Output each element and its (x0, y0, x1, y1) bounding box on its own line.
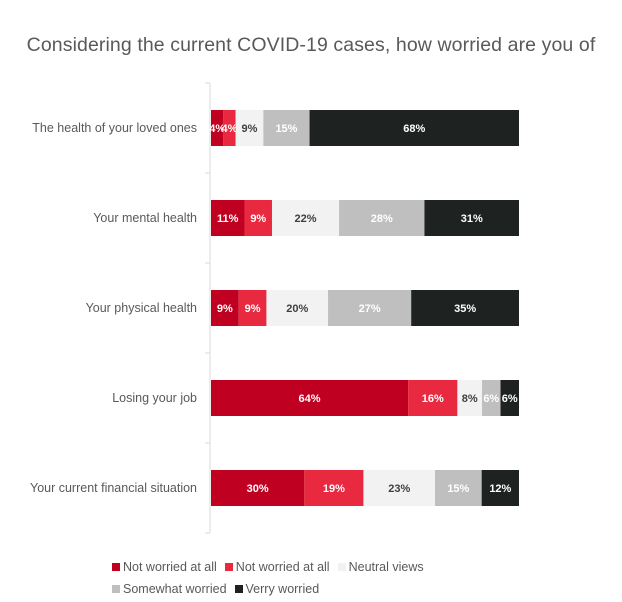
data-label: 6% (483, 393, 499, 405)
legend-label: Verry worried (245, 582, 320, 596)
legend: Not worried at all Not worried at all Neut… (112, 556, 512, 600)
legend-swatch (112, 563, 120, 571)
data-label: 9% (245, 303, 261, 315)
data-label: 23% (388, 483, 410, 495)
data-label: 35% (454, 303, 476, 315)
legend-swatch (234, 585, 243, 593)
bar-segment (238, 290, 267, 326)
data-label: 9% (217, 303, 233, 315)
data-label: 64% (299, 393, 321, 405)
data-label: 9% (250, 213, 266, 225)
data-label: 68% (403, 123, 425, 135)
legend-item: Not worried at all (224, 556, 330, 578)
bar-segment (482, 380, 501, 416)
bar-segment (211, 380, 409, 416)
bar-segment (263, 110, 310, 146)
data-label: 11% (217, 213, 239, 225)
legend-item: Verry worried (234, 578, 320, 600)
legend-label: Somewhat worried (123, 582, 227, 596)
bar-segment (411, 290, 519, 326)
bar-segment (223, 110, 236, 146)
data-label: 19% (323, 483, 345, 495)
bar-segment (266, 290, 329, 326)
data-label: 4% (222, 123, 238, 135)
bar-segment (211, 470, 305, 506)
data-label: 22% (295, 213, 317, 225)
legend-label: Not worried at all (123, 560, 217, 574)
data-label: 12% (489, 483, 511, 495)
legend-swatch (224, 563, 233, 571)
bar-segment (457, 380, 483, 416)
bar-segment (339, 200, 425, 236)
data-label: 15% (275, 123, 297, 135)
data-label: 4% (209, 123, 225, 135)
legend-item: Not worried at all (112, 556, 217, 578)
legend-item: Neutral views (337, 556, 424, 578)
category-label: Your mental health (93, 211, 197, 225)
bar-segment (424, 200, 519, 236)
chart-title: Considering the current COVID-19 cases, … (26, 34, 596, 56)
data-label: 8% (462, 393, 478, 405)
bar-segment (500, 380, 519, 416)
bar-segment (211, 200, 245, 236)
stacked-bar-chart: The health of your loved ones 4%4% 9% 15% 68… (30, 82, 519, 534)
legend-item: Somewhat worried (112, 578, 227, 600)
bar-segment (363, 470, 435, 506)
data-label: 28% (371, 213, 393, 225)
bar-segment (244, 200, 272, 236)
legend-swatch (112, 585, 120, 593)
data-label: 27% (359, 303, 381, 315)
bar-segment (235, 110, 264, 146)
legend-label: Neutral views (348, 560, 424, 574)
category-label: The health of your loved ones (32, 121, 197, 135)
plot-area: The health of your loved ones 4%4% 9% 15% 68… (30, 82, 519, 534)
data-label: 9% (242, 123, 258, 135)
legend-swatch (337, 563, 346, 571)
bar-segment (271, 200, 340, 236)
category-label: Your physical health (86, 301, 197, 315)
bar-segment (481, 470, 519, 506)
bar-segment (435, 470, 482, 506)
bar-segment (328, 290, 412, 326)
data-label: 6% (502, 393, 518, 405)
category-label: Your current financial situation (30, 481, 197, 495)
bar-segment (211, 110, 224, 146)
bar-segment (309, 110, 519, 146)
data-label: 31% (461, 213, 483, 225)
data-label: 30% (247, 483, 269, 495)
data-label: 16% (422, 393, 444, 405)
bar-segment (408, 380, 458, 416)
bar-segment (304, 470, 364, 506)
data-label: 15% (447, 483, 469, 495)
data-label: 20% (286, 303, 308, 315)
legend-label: Not worried at all (235, 560, 330, 574)
category-label: Losing your job (112, 391, 197, 405)
bar-segment (211, 290, 239, 326)
